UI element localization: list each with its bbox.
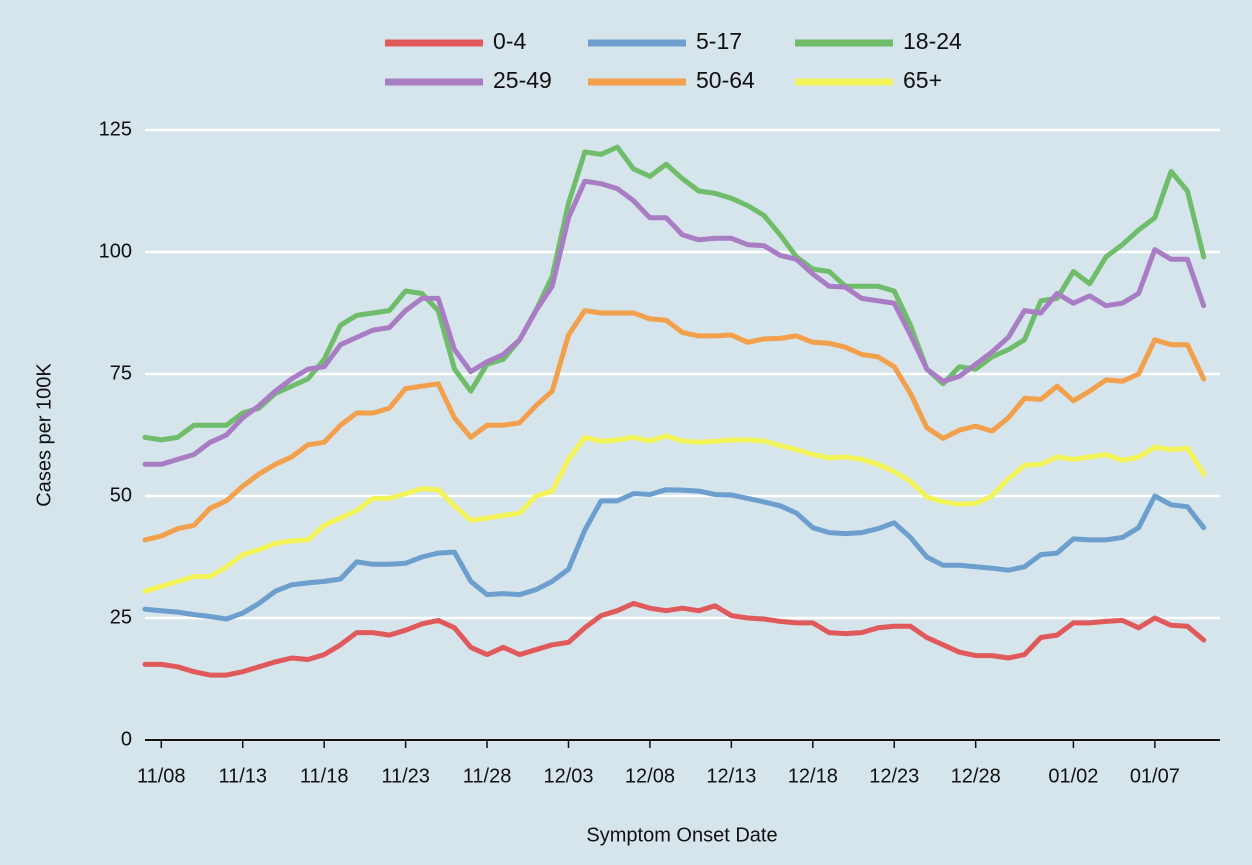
- x-tick-label: 01/02: [1048, 765, 1098, 787]
- y-tick-label: 75: [110, 362, 132, 384]
- x-tick-label: 12/23: [869, 765, 919, 787]
- x-tick-label: 12/18: [788, 765, 838, 787]
- y-tick-label: 0: [121, 728, 132, 750]
- x-tick-label: 11/18: [300, 765, 349, 787]
- series-line: [142, 178, 1207, 467]
- series-line: [142, 144, 1207, 443]
- x-tick-label: 11/28: [463, 765, 512, 787]
- x-tick-label: 12/08: [625, 765, 675, 787]
- x-axis-label: Symptom Onset Date: [586, 824, 777, 846]
- y-tick-label: 25: [110, 606, 132, 628]
- y-tick-label: 125: [99, 118, 132, 140]
- y-tick-label: 50: [110, 484, 132, 506]
- y-axis-label: Cases per 100K: [33, 363, 55, 507]
- x-tick-label: 11/13: [218, 765, 267, 787]
- x-tick-label: 12/13: [706, 765, 756, 787]
- series-line: [142, 600, 1207, 678]
- series-line: [142, 487, 1207, 622]
- legend-label: 65+: [903, 67, 942, 93]
- legend-label: 5-17: [696, 28, 742, 54]
- series-line: [142, 433, 1207, 594]
- x-tick-label: 01/07: [1130, 765, 1180, 787]
- x-tick-label: 12/03: [543, 765, 593, 787]
- x-tick-label: 11/08: [137, 765, 186, 787]
- x-tick-label: 12/28: [951, 765, 1001, 787]
- legend-label: 50-64: [696, 67, 755, 93]
- legend-label: 0-4: [493, 28, 526, 54]
- series-line: [142, 308, 1207, 543]
- legend-label: 25-49: [493, 67, 552, 93]
- y-tick-label: 100: [99, 240, 132, 262]
- x-tick-label: 11/23: [381, 765, 430, 787]
- legend-label: 18-24: [903, 28, 962, 54]
